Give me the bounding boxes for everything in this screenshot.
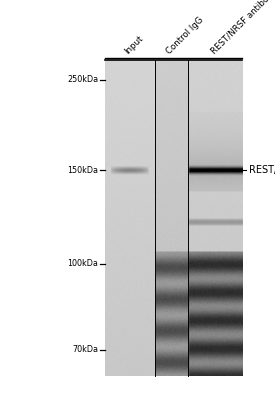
Text: 250kDa: 250kDa xyxy=(67,76,98,84)
Text: 100kDa: 100kDa xyxy=(67,260,98,268)
Text: 70kDa: 70kDa xyxy=(72,346,98,354)
Text: Control IgG: Control IgG xyxy=(165,15,205,56)
Text: 150kDa: 150kDa xyxy=(67,166,98,174)
Text: Input: Input xyxy=(123,34,145,56)
Text: REST/NRSF antibody: REST/NRSF antibody xyxy=(210,0,275,56)
Text: REST/NRSF: REST/NRSF xyxy=(249,165,275,175)
